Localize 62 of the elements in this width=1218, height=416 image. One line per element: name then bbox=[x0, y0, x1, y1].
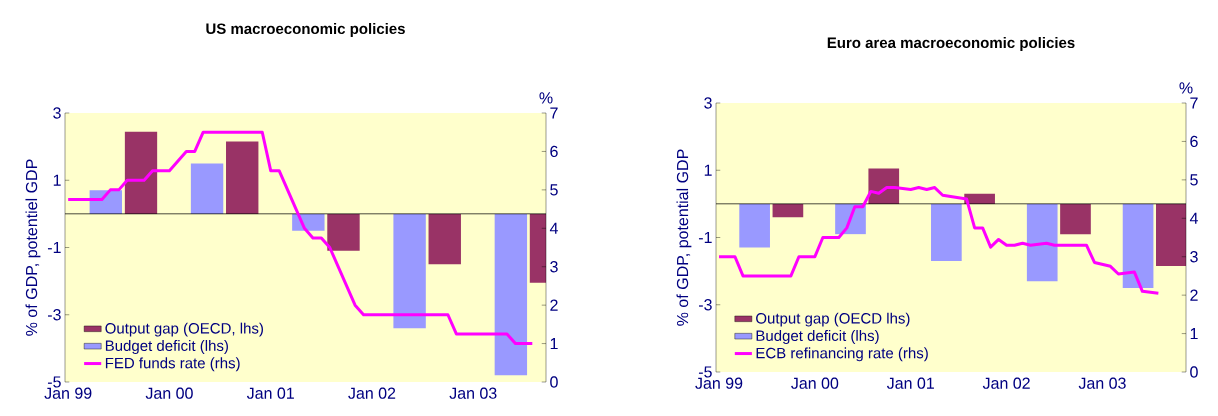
line-series bbox=[717, 186, 1160, 295]
y2-tick-label: 2 bbox=[1190, 289, 1198, 301]
x-tick-label: Jan 02 bbox=[982, 377, 1030, 389]
y2-tick-label: 3 bbox=[550, 261, 558, 273]
x-tick-label: Jan 00 bbox=[145, 387, 193, 399]
bar bbox=[124, 131, 158, 214]
y-tick-label: -3 bbox=[698, 299, 712, 311]
y2-tick-label: 3 bbox=[1190, 251, 1198, 263]
y2-tick-label: 0 bbox=[1190, 366, 1198, 378]
bar bbox=[226, 141, 259, 214]
bar bbox=[931, 203, 962, 262]
bar bbox=[494, 213, 528, 376]
y-tick-label: -3 bbox=[47, 309, 61, 321]
x-tick-label: Jan 03 bbox=[1078, 377, 1126, 389]
y2-axis-title: % bbox=[539, 92, 553, 104]
x-tick-label: Jan 99 bbox=[44, 387, 92, 399]
chart-title: Euro area macroeconomic policies bbox=[827, 37, 1075, 51]
y2-tick-label: 6 bbox=[550, 145, 558, 158]
bar bbox=[1156, 203, 1187, 267]
y2-tick-label: 7 bbox=[1190, 97, 1198, 109]
y2-tick-label: 1 bbox=[550, 338, 558, 350]
y-tick-label: -1 bbox=[698, 232, 712, 244]
y2-tick-label: 5 bbox=[550, 184, 558, 196]
y2-tick-label: 2 bbox=[550, 299, 558, 311]
legend-label: ECB refinancing rate (rhs) bbox=[756, 347, 928, 362]
bar bbox=[1060, 203, 1091, 235]
y-tick-label: 1 bbox=[53, 174, 61, 186]
bar bbox=[428, 213, 461, 265]
chart-title: US macroeconomic policies bbox=[206, 23, 405, 37]
y-axis-title: % of GDP, potential GDP bbox=[676, 149, 692, 326]
y2-tick-label: 6 bbox=[1190, 135, 1198, 148]
legend-label: Output gap (OECD lhs) bbox=[756, 312, 910, 327]
y2-tick-label: 4 bbox=[549, 222, 558, 234]
legend-label: FED funds rate (rhs) bbox=[105, 357, 240, 372]
x-tick-label: Jan 01 bbox=[246, 387, 294, 399]
y-tick-label: 3 bbox=[53, 107, 61, 119]
x-tick-label: Jan 02 bbox=[348, 387, 396, 399]
legend-label: Output gap (OECD, lhs) bbox=[105, 322, 263, 337]
x-tick-label: Jan 99 bbox=[695, 377, 743, 389]
y-tick-label: -5 bbox=[47, 376, 61, 388]
bar bbox=[190, 163, 224, 214]
y-tick-label: -5 bbox=[698, 366, 712, 378]
bar bbox=[1026, 203, 1058, 282]
bar bbox=[739, 203, 770, 248]
legend-label: Budget deficit (lhs) bbox=[105, 340, 228, 354]
y-tick-label: 3 bbox=[704, 97, 712, 109]
y2-tick-label: 0 bbox=[550, 376, 558, 388]
bar bbox=[1122, 203, 1154, 288]
bar bbox=[327, 213, 360, 251]
y2-tick-label: 1 bbox=[1190, 328, 1198, 340]
y2-tick-label: 7 bbox=[550, 107, 558, 119]
x-tick-label: Jan 01 bbox=[886, 377, 934, 389]
y-tick-label: -1 bbox=[47, 242, 61, 254]
x-tick-label: Jan 03 bbox=[449, 387, 497, 399]
y2-axis-title: % bbox=[1179, 82, 1193, 94]
y-tick-label: 1 bbox=[704, 164, 712, 176]
y2-tick-label: 4 bbox=[1189, 212, 1198, 224]
y2-tick-label: 5 bbox=[1190, 174, 1198, 186]
y-axis-title: % of GDP, potentiel GDP bbox=[25, 159, 41, 336]
x-tick-label: Jan 00 bbox=[791, 377, 839, 389]
bar bbox=[393, 213, 426, 329]
legend-label: Budget deficit (lhs) bbox=[756, 330, 879, 344]
